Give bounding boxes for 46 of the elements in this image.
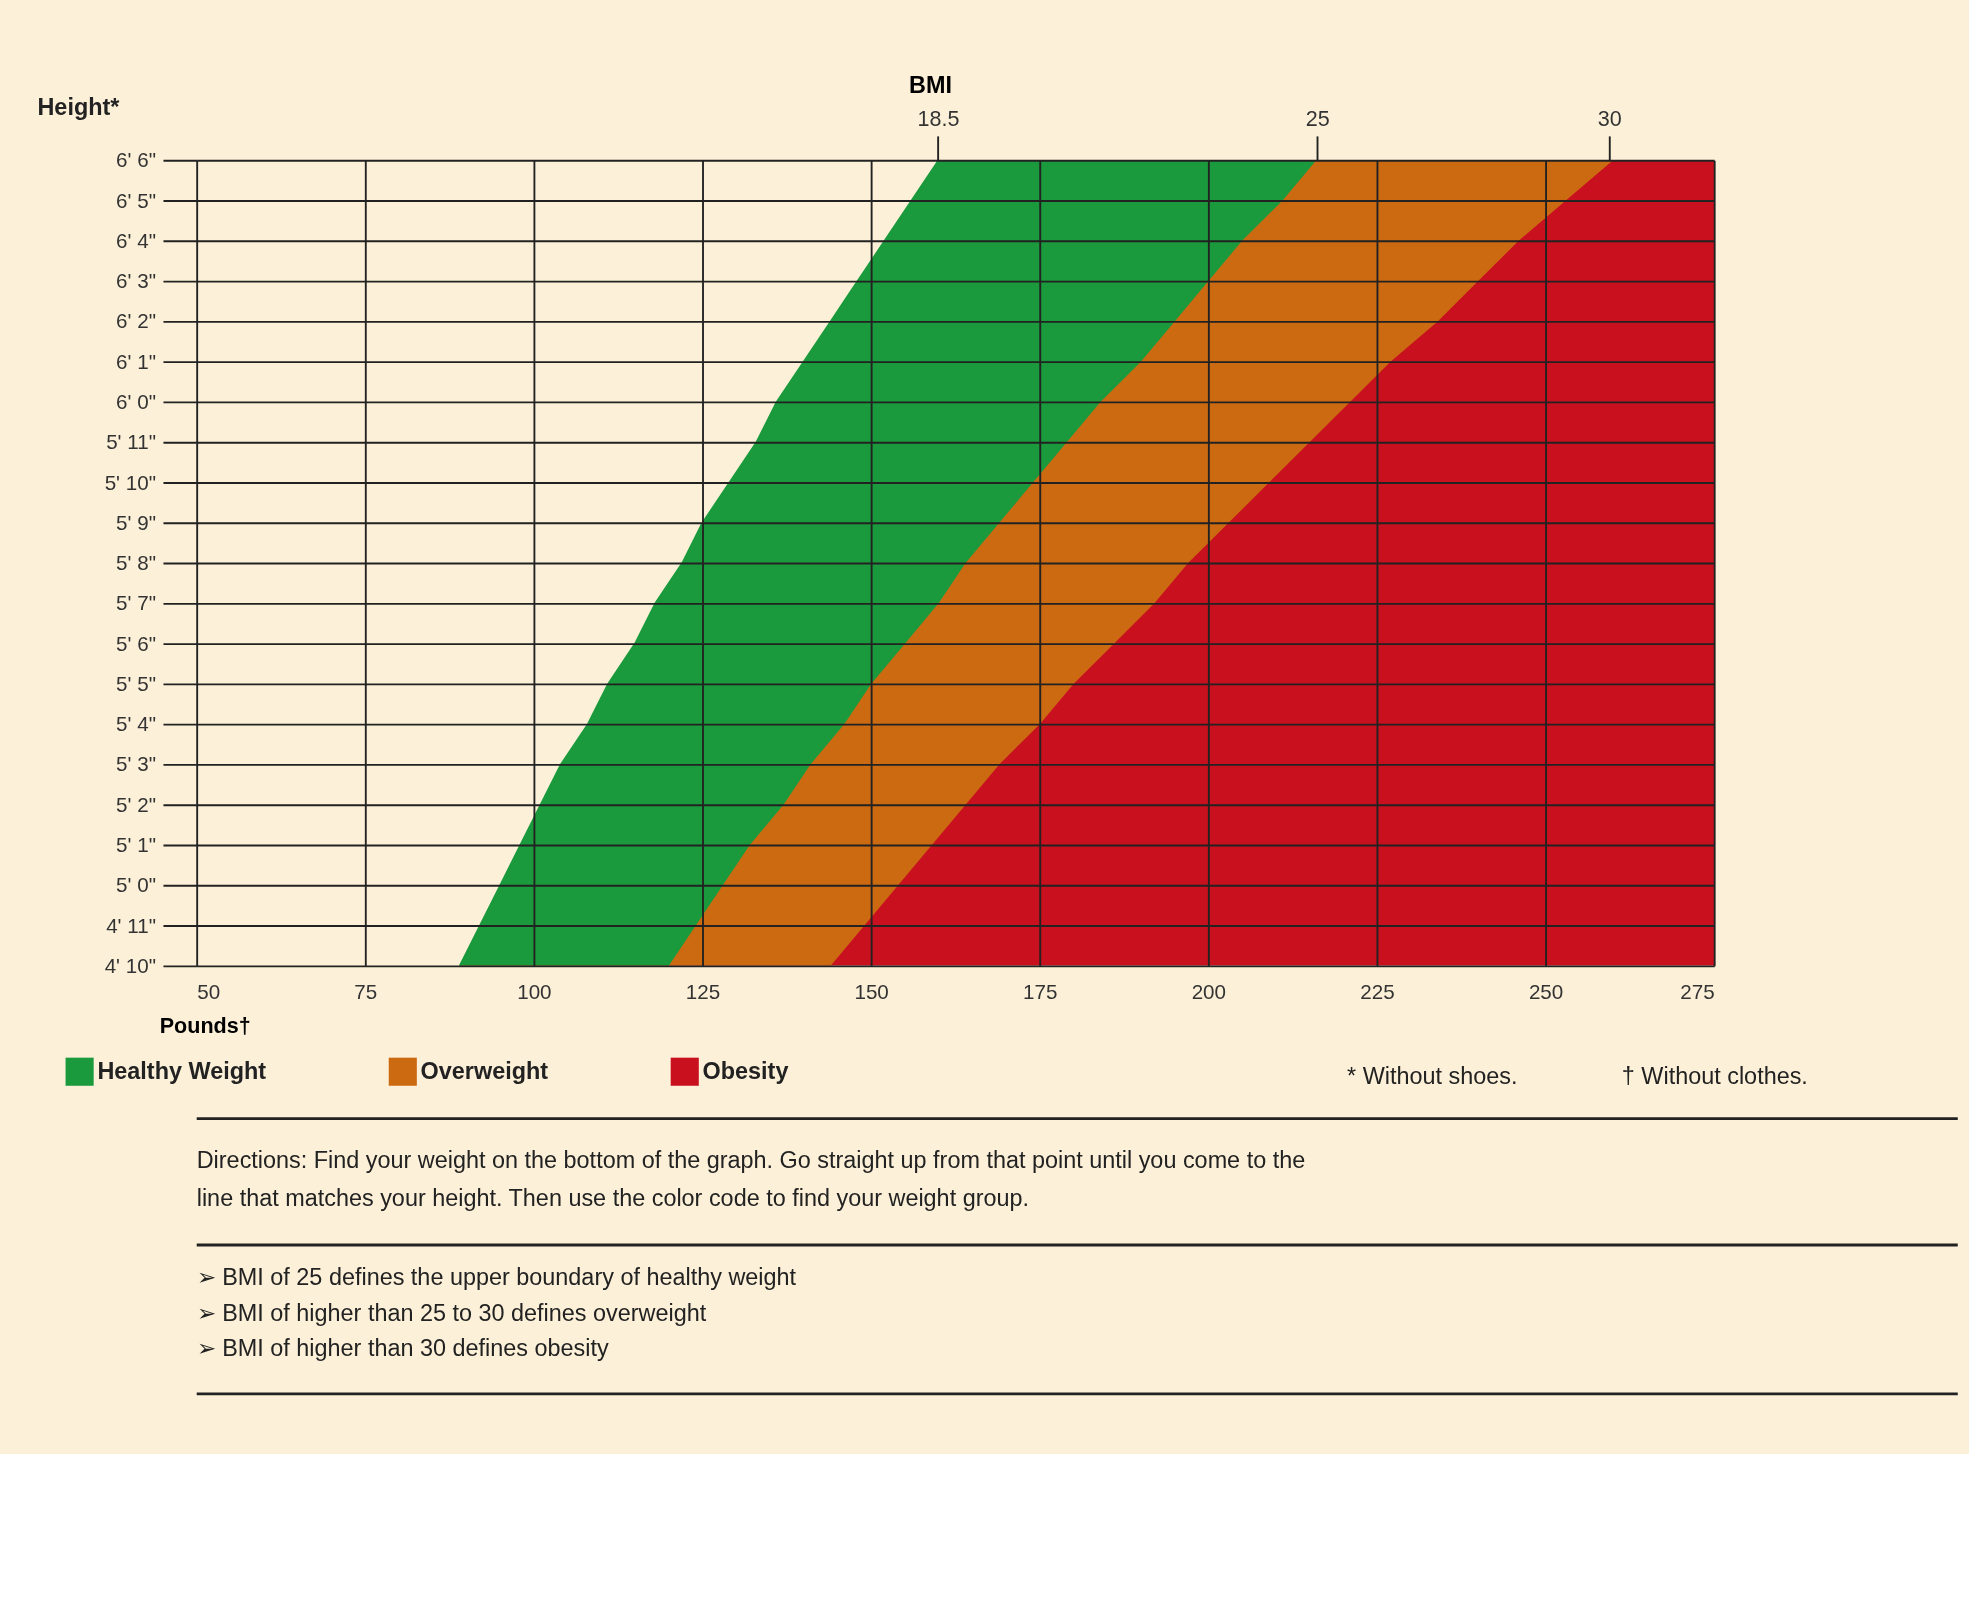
x-tick-label: 50 bbox=[197, 980, 221, 1004]
y-tick-label: 5' 1" bbox=[116, 833, 156, 857]
y-tick-label: 6' 4" bbox=[116, 228, 156, 252]
x-tick-label: 125 bbox=[685, 980, 721, 1004]
y-tick-label: 5' 11" bbox=[106, 430, 156, 454]
x2-tick-label: 18.5 bbox=[917, 107, 960, 132]
x2-tick-label: 25 bbox=[1305, 107, 1330, 132]
x-tick-label: 225 bbox=[1360, 980, 1395, 1004]
y-tick-label: 5' 4" bbox=[116, 712, 156, 736]
legend-label: Obesity bbox=[702, 1058, 789, 1085]
x-tick-label: 175 bbox=[1023, 980, 1058, 1004]
y-tick-label: 6' 1" bbox=[116, 349, 156, 373]
y-tick-label: 6' 0" bbox=[116, 389, 156, 413]
x-axis-title: Pounds† bbox=[159, 1013, 251, 1038]
y-axis-title: Height* bbox=[37, 94, 121, 121]
y-tick-label: 6' 5" bbox=[116, 188, 156, 212]
text: Directions: Find your weight on the bottom of the graph. Go straight up from that point until you come to the line that matches your height. Then use the color code to find your weight group. bbox=[196, 1147, 1306, 1211]
y-tick-label: 6' 6" bbox=[116, 148, 156, 172]
x-tick-label: 100 bbox=[517, 980, 552, 1004]
y-tick-label: 5' 0" bbox=[116, 873, 156, 897]
text: ➢ BMI of higher than 25 to 30 defines overweight bbox=[196, 1299, 707, 1326]
text: ➢ BMI of 25 defines the upper boundary of healthy weight bbox=[196, 1264, 797, 1291]
text: ➢ BMI of higher than 30 defines obesity bbox=[196, 1335, 609, 1362]
x-tick-label: 275 bbox=[1680, 980, 1715, 1004]
y-tick-label: 5' 5" bbox=[116, 671, 156, 695]
x-tick-label: 250 bbox=[1528, 980, 1564, 1004]
y-tick-label: 4' 10" bbox=[104, 953, 156, 977]
x-tick-label: 200 bbox=[1191, 980, 1227, 1004]
y-tick-label: 5' 3" bbox=[116, 752, 156, 776]
x2-tick-label: 30 bbox=[1597, 107, 1622, 132]
y-tick-label: 6' 2" bbox=[116, 309, 156, 333]
text: † Without clothes. bbox=[1621, 1062, 1808, 1089]
legend-label: Overweight bbox=[420, 1058, 549, 1085]
x-tick-label: 75 bbox=[354, 980, 378, 1004]
y-tick-label: 5' 8" bbox=[116, 551, 156, 575]
legend-label: Healthy Weight bbox=[97, 1058, 267, 1085]
x2-axis-title: BMI bbox=[909, 72, 952, 99]
y-tick-label: 5' 10" bbox=[104, 470, 156, 494]
text: * Without shoes. bbox=[1347, 1062, 1518, 1089]
y-tick-label: 6' 3" bbox=[116, 269, 156, 293]
x-tick-label: 150 bbox=[854, 980, 889, 1004]
y-tick-label: 5' 2" bbox=[116, 792, 156, 816]
y-tick-label: 4' 11" bbox=[106, 913, 156, 937]
y-tick-label: 5' 9" bbox=[116, 510, 156, 534]
y-tick-label: 5' 6" bbox=[116, 631, 156, 655]
y-tick-label: 5' 7" bbox=[116, 591, 156, 615]
